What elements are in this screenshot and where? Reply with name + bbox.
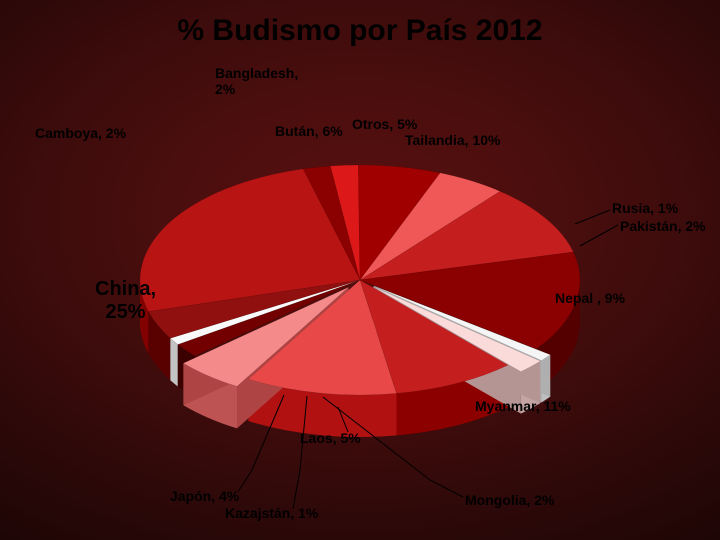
label-bangladesh: Bangladesh,2% [215, 65, 298, 97]
label-camboya: Camboya, 2% [35, 125, 126, 141]
label-butan: Bután, 6% [275, 123, 343, 139]
label-tailandia: Tailandia, 10% [405, 132, 500, 148]
label-japon: Japón, 4% [170, 488, 239, 504]
label-mongolia: Mongolia, 2% [465, 492, 554, 508]
label-nepal: Nepal , 9% [555, 290, 625, 306]
label-otros: Otros, 5% [352, 116, 417, 132]
label-myanmar: Myanmar, 11% [475, 398, 571, 414]
pie-chart [0, 0, 720, 540]
label-pakistan: Pakistán, 2% [620, 218, 706, 234]
pie-side-kazajstan [170, 338, 177, 386]
label-china: China,25% [95, 278, 156, 324]
leader-pakistan [580, 225, 618, 246]
label-kazajstan: Kazajstán, 1% [225, 505, 318, 521]
label-laos: Laos, 5% [300, 430, 361, 446]
label-rusia: Rusia, 1% [612, 200, 678, 216]
leader-rusia [575, 210, 610, 224]
